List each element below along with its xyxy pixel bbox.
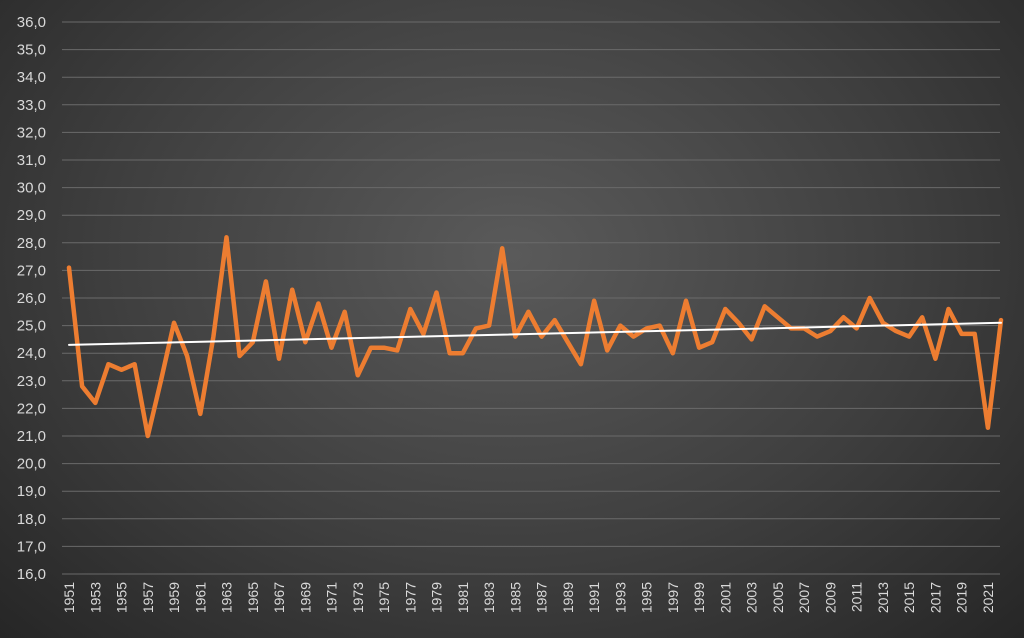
x-tick-label: 1969 [297,582,313,613]
x-tick-label: 2013 [875,582,891,613]
x-tick-label: 2021 [980,582,996,613]
y-tick-label: 36,0 [17,14,46,31]
x-tick-label: 2003 [744,582,760,613]
x-tick-label: 1971 [324,582,340,613]
x-tick-label: 1995 [639,582,655,613]
y-tick-label: 34,0 [17,69,46,86]
x-tick-label: 2011 [849,582,865,612]
x-tick-label: 1991 [586,582,602,613]
y-tick-label: 29,0 [17,207,46,224]
x-tick-label: 1963 [219,582,235,613]
x-tick-label: 1955 [114,582,130,613]
x-tick-label: 1999 [691,582,707,613]
x-tick-label: 2019 [954,582,970,613]
y-tick-label: 28,0 [17,235,46,252]
gridlines [62,21,1000,575]
y-tick-label: 16,0 [17,566,46,583]
x-tick-label: 1979 [429,582,445,613]
y-tick-label: 23,0 [17,373,46,390]
y-tick-label: 26,0 [17,290,46,307]
x-tick-label: 2009 [822,582,838,613]
x-tick-label: 1961 [192,582,208,613]
x-tick-label: 1965 [245,582,261,613]
x-tick-label: 1953 [87,582,103,613]
x-tick-label: 1987 [534,582,550,613]
x-tick-label: 1983 [481,582,497,613]
y-tick-label: 18,0 [17,511,46,528]
y-tick-label: 20,0 [17,456,46,473]
x-axis-ticks: 1951 1953 1955 1957 1959 1961 1963 1965 1967 1969… [61,582,996,613]
y-tick-label: 22,0 [17,400,46,417]
x-tick-label: 1951 [61,582,77,613]
y-tick-label: 19,0 [17,483,46,500]
x-tick-label: 1957 [140,582,156,613]
x-tick-label: 2007 [796,582,812,613]
y-tick-label: 21,0 [17,428,46,445]
x-tick-label: 1973 [350,582,366,613]
x-tick-label: 1977 [402,582,418,613]
y-axis-ticks: 16,0 17,0 18,0 19,0 20,0 21,0 22,0 23,0 24,0 25,0… [17,14,46,583]
x-tick-label: 2017 [927,582,943,613]
x-tick-label: 1985 [507,582,523,613]
x-tick-label: 1975 [376,582,392,613]
trend-line [68,321,1002,346]
y-tick-label: 25,0 [17,318,46,335]
x-tick-label: 1981 [455,582,471,613]
x-tick-label: 2005 [770,582,786,613]
x-tick-label: 2015 [901,582,917,613]
x-tick-label: 1997 [665,582,681,613]
x-tick-label: 2001 [717,582,733,613]
y-tick-label: 32,0 [17,124,46,141]
x-tick-label: 1959 [166,582,182,613]
series [66,235,1004,439]
x-tick-label: 1989 [560,582,576,613]
series-line [66,235,1004,439]
x-tick-label: 1993 [612,582,628,613]
y-tick-label: 27,0 [17,262,46,279]
x-tick-label: 1967 [271,582,287,613]
y-tick-label: 33,0 [17,97,46,114]
y-tick-label: 24,0 [17,345,46,362]
y-tick-label: 35,0 [17,42,46,59]
y-tick-label: 31,0 [17,152,46,169]
y-tick-label: 17,0 [17,538,46,555]
y-tick-label: 30,0 [17,180,46,197]
